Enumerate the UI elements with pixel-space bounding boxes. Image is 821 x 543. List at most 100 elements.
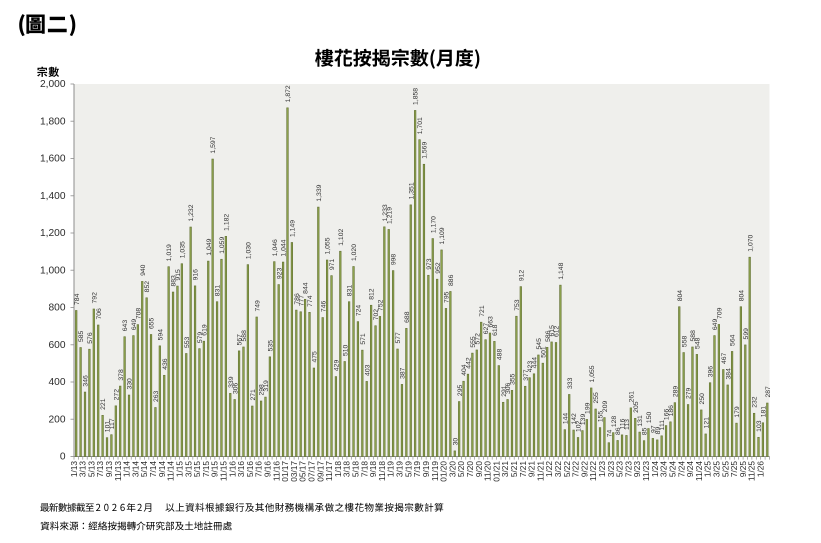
svg-text:298: 298 bbox=[259, 384, 266, 396]
svg-text:475: 475 bbox=[312, 351, 319, 363]
svg-text:1,030: 1,030 bbox=[245, 242, 252, 259]
svg-text:488: 488 bbox=[496, 349, 503, 361]
svg-text:11/14: 11/14 bbox=[166, 461, 176, 482]
svg-text:9/23: 9/23 bbox=[632, 461, 642, 478]
svg-text:444: 444 bbox=[532, 357, 539, 369]
svg-text:1,232: 1,232 bbox=[188, 204, 195, 221]
svg-text:1,200: 1,200 bbox=[40, 228, 66, 239]
svg-text:467: 467 bbox=[721, 352, 728, 364]
svg-text:615: 615 bbox=[549, 325, 556, 337]
svg-text:05/17: 05/17 bbox=[298, 461, 308, 482]
svg-text:144: 144 bbox=[562, 413, 569, 425]
svg-text:585: 585 bbox=[78, 330, 85, 342]
svg-text:199: 199 bbox=[584, 402, 591, 414]
svg-text:5/13: 5/13 bbox=[86, 461, 96, 478]
svg-text:111: 111 bbox=[659, 420, 666, 431]
svg-text:1,070: 1,070 bbox=[747, 234, 754, 251]
svg-text:558: 558 bbox=[681, 336, 688, 348]
svg-text:1,000: 1,000 bbox=[40, 265, 66, 276]
svg-text:804: 804 bbox=[738, 290, 745, 302]
svg-text:7/25: 7/25 bbox=[729, 461, 739, 478]
svg-text:117: 117 bbox=[109, 418, 116, 429]
svg-text:886: 886 bbox=[448, 274, 455, 286]
svg-text:555: 555 bbox=[470, 336, 477, 348]
svg-text:940: 940 bbox=[140, 264, 147, 276]
svg-text:571: 571 bbox=[360, 333, 367, 345]
svg-text:3/18: 3/18 bbox=[342, 461, 352, 478]
svg-text:355: 355 bbox=[510, 373, 517, 385]
svg-text:3/20: 3/20 bbox=[447, 461, 457, 478]
svg-text:139: 139 bbox=[580, 414, 587, 426]
svg-text:5/19: 5/19 bbox=[403, 461, 413, 478]
svg-text:1,149: 1,149 bbox=[289, 220, 296, 237]
svg-text:706: 706 bbox=[96, 308, 103, 320]
svg-text:643: 643 bbox=[122, 320, 129, 332]
svg-text:576: 576 bbox=[87, 332, 94, 344]
svg-text:11/17: 11/17 bbox=[324, 461, 334, 482]
svg-text:3/25: 3/25 bbox=[711, 461, 721, 478]
svg-text:2,000: 2,000 bbox=[40, 79, 66, 90]
svg-text:594: 594 bbox=[157, 329, 164, 341]
svg-text:179: 179 bbox=[734, 406, 741, 418]
svg-text:545: 545 bbox=[536, 338, 543, 350]
svg-text:319: 319 bbox=[263, 380, 270, 392]
svg-text:272: 272 bbox=[113, 389, 120, 401]
svg-text:915: 915 bbox=[175, 269, 182, 281]
svg-text:600: 600 bbox=[49, 340, 66, 351]
svg-text:11/24: 11/24 bbox=[694, 461, 704, 482]
svg-text:11/25: 11/25 bbox=[747, 461, 757, 482]
svg-text:400: 400 bbox=[49, 377, 66, 388]
svg-text:1,055: 1,055 bbox=[325, 237, 332, 254]
svg-text:9/19: 9/19 bbox=[421, 461, 431, 478]
svg-text:423: 423 bbox=[527, 361, 534, 373]
svg-text:795: 795 bbox=[444, 291, 451, 303]
svg-text:852: 852 bbox=[144, 281, 151, 293]
svg-text:116: 116 bbox=[620, 418, 627, 429]
svg-text:9/24: 9/24 bbox=[685, 461, 695, 478]
svg-text:121: 121 bbox=[703, 417, 710, 429]
svg-text:103: 103 bbox=[756, 420, 763, 432]
svg-text:912: 912 bbox=[518, 270, 525, 282]
svg-text:973: 973 bbox=[426, 258, 433, 270]
svg-text:688: 688 bbox=[404, 311, 411, 323]
svg-text:5/23: 5/23 bbox=[615, 461, 625, 478]
svg-text:655: 655 bbox=[149, 317, 156, 329]
svg-text:128: 128 bbox=[611, 416, 618, 428]
svg-text:548: 548 bbox=[694, 337, 701, 349]
svg-text:377: 377 bbox=[523, 369, 530, 381]
svg-text:404: 404 bbox=[461, 364, 468, 376]
svg-text:618: 618 bbox=[492, 324, 499, 336]
svg-text:579: 579 bbox=[197, 332, 204, 344]
svg-text:1,597: 1,597 bbox=[210, 136, 217, 153]
svg-text:800: 800 bbox=[49, 303, 66, 314]
svg-text:263: 263 bbox=[153, 390, 160, 402]
svg-text:5/21: 5/21 bbox=[509, 461, 519, 478]
svg-text:774: 774 bbox=[307, 295, 314, 307]
svg-text:186: 186 bbox=[668, 405, 675, 417]
svg-text:577: 577 bbox=[395, 332, 402, 344]
svg-text:1,858: 1,858 bbox=[413, 88, 420, 105]
svg-text:831: 831 bbox=[215, 285, 222, 297]
svg-text:1/22: 1/22 bbox=[544, 461, 554, 478]
svg-text:09/17: 09/17 bbox=[315, 461, 325, 482]
svg-text:777: 777 bbox=[298, 295, 305, 307]
svg-text:1,044: 1,044 bbox=[281, 239, 288, 256]
svg-text:746: 746 bbox=[320, 300, 327, 312]
svg-text:7/22: 7/22 bbox=[571, 461, 581, 478]
svg-text:0: 0 bbox=[60, 452, 66, 463]
svg-text:3/13: 3/13 bbox=[78, 461, 88, 478]
svg-text:429: 429 bbox=[334, 360, 341, 372]
svg-text:786: 786 bbox=[294, 293, 301, 305]
svg-text:588: 588 bbox=[690, 330, 697, 342]
svg-text:279: 279 bbox=[686, 387, 693, 399]
svg-text:271: 271 bbox=[250, 389, 257, 401]
svg-text:387: 387 bbox=[400, 367, 407, 379]
svg-text:255: 255 bbox=[593, 392, 600, 404]
svg-text:7/18: 7/18 bbox=[359, 461, 369, 478]
svg-text:5/25: 5/25 bbox=[720, 461, 730, 478]
svg-text:3/16: 3/16 bbox=[236, 461, 246, 478]
svg-text:599: 599 bbox=[743, 328, 750, 340]
svg-text:102: 102 bbox=[576, 420, 583, 432]
svg-text:339: 339 bbox=[228, 376, 235, 388]
svg-text:142: 142 bbox=[571, 413, 578, 425]
